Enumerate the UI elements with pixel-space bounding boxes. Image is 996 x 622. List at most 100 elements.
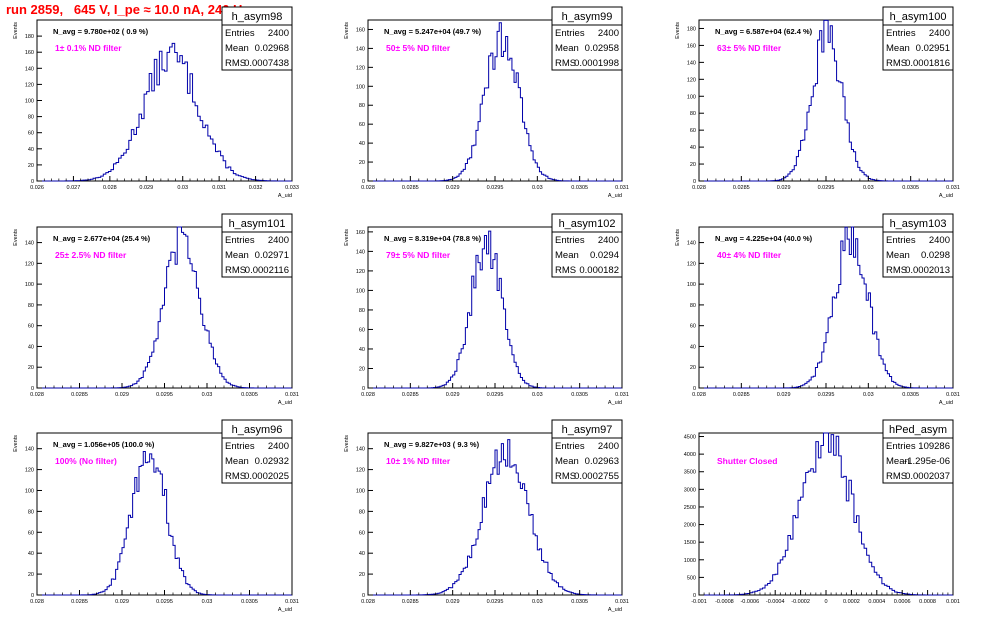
x-tick-label: 0.03 bbox=[532, 599, 543, 605]
y-tick-label: 0 bbox=[362, 179, 365, 185]
stats-entries-value: 2400 bbox=[929, 28, 950, 39]
stats-rms-value: 0.0002116 bbox=[245, 265, 289, 276]
navg-annotation: N_avg = 9.780e+02 ( 0.9 %) bbox=[53, 27, 149, 36]
y-tick-label: 180 bbox=[25, 34, 34, 40]
x-tick-label: 0.001 bbox=[946, 599, 960, 605]
x-tick-label: 0.0295 bbox=[156, 599, 173, 605]
filter-annotation: 25± 2.5% ND filter bbox=[55, 250, 127, 260]
navg-annotation: N_avg = 2.677e+04 (25.4 %) bbox=[53, 234, 151, 243]
y-tick-label: 60 bbox=[28, 530, 34, 536]
x-tick-label: -0.0006 bbox=[740, 599, 759, 605]
x-axis-title: A_uid bbox=[608, 607, 622, 613]
filter-annotation: Shutter Closed bbox=[717, 456, 777, 466]
stats-entries-value: 2400 bbox=[929, 235, 950, 246]
x-tick-label: 0.0285 bbox=[71, 392, 88, 398]
y-tick-label: 80 bbox=[28, 303, 34, 309]
stats-entries-label: Entries bbox=[555, 441, 585, 452]
navg-annotation: N_avg = 1.056e+05 (100.0 %) bbox=[53, 440, 155, 449]
x-tick-label: 0.03 bbox=[863, 185, 874, 191]
y-axis-title: Events bbox=[344, 229, 350, 246]
y-tick-label: 20 bbox=[28, 365, 34, 371]
y-tick-label: 120 bbox=[687, 261, 696, 267]
stats-rms-value: 0.000182 bbox=[579, 265, 619, 276]
navg-annotation: N_avg = 8.319e+04 (78.8 %) bbox=[384, 234, 482, 243]
stats-entries-value: 109286 bbox=[918, 441, 950, 452]
y-axis-title: Events bbox=[344, 22, 350, 39]
y-tick-label: 4500 bbox=[684, 435, 696, 441]
x-axis-title: A_uid bbox=[278, 400, 292, 406]
y-tick-label: 140 bbox=[687, 60, 696, 66]
x-tick-label: -0.0002 bbox=[791, 599, 810, 605]
stats-box bbox=[551, 437, 623, 484]
filter-annotation: 79± 5% ND filter bbox=[386, 250, 451, 260]
stats-rms-value: 0.0001998 bbox=[574, 58, 619, 69]
histogram-title: h_asym99 bbox=[562, 11, 613, 23]
y-tick-label: 20 bbox=[359, 160, 365, 166]
x-tick-label: 0.0305 bbox=[571, 392, 588, 398]
stats-mean-label: Mean bbox=[225, 43, 249, 54]
x-tick-label: 0.03 bbox=[177, 185, 188, 191]
x-tick-label: 0.031 bbox=[946, 392, 960, 398]
filter-annotation: 63± 5% ND filter bbox=[717, 43, 782, 53]
histogram-panel-h_asym99: 0.028 0.0285 0.029 0.0295 0.03 0.0305 0.031 0 20… bbox=[344, 6, 629, 199]
y-tick-label: 20 bbox=[690, 365, 696, 371]
y-tick-label: 40 bbox=[359, 141, 365, 147]
x-axis-title: A_uid bbox=[608, 193, 622, 199]
x-tick-label: 0.0285 bbox=[733, 392, 750, 398]
filter-annotation: 10± 1% ND filter bbox=[386, 456, 451, 466]
y-tick-label: 0 bbox=[693, 593, 696, 599]
stats-rms-label: RMS bbox=[886, 58, 907, 69]
stats-box bbox=[882, 231, 954, 278]
y-tick-label: 120 bbox=[356, 468, 365, 474]
x-tick-label: 0.031 bbox=[615, 185, 629, 191]
stats-box bbox=[221, 437, 293, 484]
stats-entries-label: Entries bbox=[886, 441, 916, 452]
y-tick-label: 160 bbox=[356, 27, 365, 33]
stats-mean-label: Mean bbox=[555, 250, 579, 261]
y-tick-label: 40 bbox=[28, 147, 34, 153]
y-tick-label: 20 bbox=[359, 572, 365, 578]
y-tick-label: 80 bbox=[28, 509, 34, 515]
y-tick-label: 40 bbox=[690, 344, 696, 350]
y-tick-label: 120 bbox=[25, 261, 34, 267]
histogram-line bbox=[368, 439, 622, 596]
stats-entries-value: 2400 bbox=[268, 28, 289, 39]
y-tick-label: 100 bbox=[356, 84, 365, 90]
x-axis-title: A_uid bbox=[278, 193, 292, 199]
y-tick-label: 60 bbox=[359, 327, 365, 333]
y-tick-label: 160 bbox=[25, 50, 34, 56]
x-tick-label: 0.031 bbox=[615, 392, 629, 398]
y-axis-title: Events bbox=[13, 22, 19, 39]
y-tick-label: 40 bbox=[359, 347, 365, 353]
x-tick-label: 0.028 bbox=[692, 185, 706, 191]
stats-box bbox=[221, 24, 293, 71]
x-tick-label: 0.029 bbox=[446, 185, 460, 191]
histogram-panel-h_asym102: 0.028 0.0285 0.029 0.0295 0.03 0.0305 0.031 0 20… bbox=[344, 213, 629, 406]
histogram-title: h_asym101 bbox=[229, 218, 286, 230]
stats-rms-label: RMS bbox=[886, 471, 907, 482]
stats-rms-label: RMS bbox=[225, 471, 246, 482]
histogram-line bbox=[368, 22, 622, 182]
stats-mean-label: Mean bbox=[886, 43, 910, 54]
stats-mean-value: 0.02951 bbox=[916, 43, 950, 54]
x-tick-label: 0.032 bbox=[249, 185, 263, 191]
stats-rms-label: RMS bbox=[555, 58, 576, 69]
x-tick-label: 0.026 bbox=[30, 185, 44, 191]
y-tick-label: 120 bbox=[25, 468, 34, 474]
x-tick-label: 0.029 bbox=[777, 185, 791, 191]
y-tick-label: 140 bbox=[356, 46, 365, 52]
y-tick-label: 100 bbox=[25, 282, 34, 288]
x-tick-label: 0.0285 bbox=[71, 599, 88, 605]
x-tick-label: 0.0295 bbox=[487, 392, 504, 398]
stats-rms-value: 0.0002037 bbox=[905, 471, 950, 482]
y-tick-label: 60 bbox=[690, 324, 696, 330]
histogram-line bbox=[699, 226, 953, 389]
x-tick-label: 0.0285 bbox=[402, 599, 419, 605]
x-tick-label: 0.0008 bbox=[919, 599, 936, 605]
x-tick-label: 0.029 bbox=[446, 599, 460, 605]
y-tick-label: 60 bbox=[359, 530, 365, 536]
filter-annotation: 1± 0.1% ND filter bbox=[55, 43, 122, 53]
histogram-panel-h_asym101: 0.028 0.0285 0.029 0.0295 0.03 0.0305 0.031 0 20… bbox=[13, 213, 299, 406]
stats-mean-label: Mean bbox=[555, 456, 579, 467]
y-tick-label: 20 bbox=[28, 163, 34, 169]
